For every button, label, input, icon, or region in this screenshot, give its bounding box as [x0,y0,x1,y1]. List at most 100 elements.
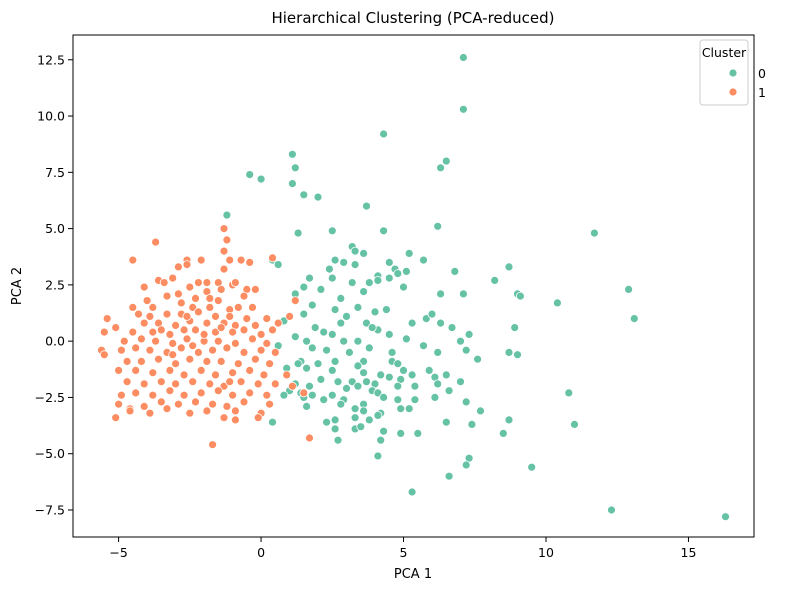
data-point-cluster-1-138 [245,388,255,398]
data-point-cluster-0-17 [327,226,337,236]
data-point-cluster-1-139 [262,390,272,400]
data-point-cluster-0-75 [336,318,346,328]
data-point-cluster-0-179 [424,365,434,375]
data-point-cluster-0-182 [313,359,323,369]
legend: Cluster 0 1 [699,39,766,106]
data-point-cluster-0-134 [373,388,383,398]
data-point-cluster-0-146 [359,406,369,416]
data-point-cluster-0-166 [396,428,406,438]
data-point-cluster-1-115 [228,368,238,378]
data-point-cluster-1-88 [131,343,141,353]
data-point-cluster-0-20 [350,246,360,256]
data-point-cluster-0-104 [376,370,386,380]
data-point-cluster-1-155 [230,406,240,416]
data-point-cluster-0-30 [350,260,360,270]
legend-box [699,39,749,106]
data-point-cluster-0-10 [299,190,309,200]
data-point-cluster-1-11 [245,257,255,267]
data-point-cluster-1-33 [142,296,152,306]
data-point-cluster-0-110 [384,372,394,382]
data-point-cluster-1-160 [230,415,240,425]
y-tick-label: 12.5 [37,52,65,67]
data-point-cluster-1-76 [136,334,146,344]
data-point-cluster-0-2 [379,129,389,139]
data-point-cluster-1-22 [139,282,149,292]
data-point-cluster-0-130 [342,383,351,393]
data-point-cluster-0-28 [273,260,283,270]
data-point-cluster-0-174 [527,462,537,472]
data-point-cluster-0-181 [387,347,397,357]
data-point-cluster-1-152 [162,404,172,414]
data-point-cluster-1-110 [148,368,158,378]
data-point-cluster-1-109 [131,365,141,375]
data-point-cluster-1-127 [253,379,263,389]
data-point-cluster-1-30 [191,293,200,303]
data-point-cluster-1-51 [242,314,252,324]
data-point-cluster-0-142 [564,388,574,398]
data-point-cluster-1-66 [148,327,158,337]
x-tick-label: 0 [257,545,265,560]
points-layer [97,53,730,522]
data-point-cluster-0-80 [384,329,394,339]
data-point-cluster-1-81 [213,336,223,346]
data-point-cluster-0-157 [330,415,340,425]
data-point-cluster-1-72 [239,325,249,335]
data-point-cluster-0-103 [399,365,408,375]
data-point-cluster-1-54 [111,323,121,333]
data-point-cluster-0-33 [450,266,460,276]
data-point-cluster-1-5 [182,260,192,270]
x-tick-label: 10 [538,545,554,560]
data-point-cluster-1-165 [216,323,226,333]
x-axis-title: PCA 1 [394,567,432,582]
data-point-cluster-1-96 [256,345,266,355]
data-point-cluster-1-140 [299,388,309,398]
data-point-cluster-1-10 [196,255,206,265]
data-point-cluster-0-126 [393,381,403,391]
data-point-cluster-0-64 [362,318,371,328]
data-point-cluster-1-18 [202,278,212,288]
data-point-cluster-1-28 [173,289,183,299]
y-tick-label: 2.5 [45,277,65,292]
data-point-cluster-0-39 [327,273,337,283]
data-point-cluster-1-104 [216,356,226,366]
data-point-cluster-1-34 [148,302,158,312]
data-point-cluster-1-132 [148,390,158,400]
data-point-cluster-1-38 [205,302,215,312]
data-point-cluster-1-144 [173,399,183,409]
data-point-cluster-1-8 [236,255,246,265]
data-point-cluster-0-35 [393,269,403,279]
data-point-cluster-0-11 [313,192,323,202]
data-point-cluster-1-35 [128,302,138,312]
data-point-cluster-1-41 [248,302,257,312]
data-point-cluster-0-40 [305,273,314,283]
data-point-cluster-0-83 [339,336,349,346]
data-point-cluster-0-60 [330,305,340,315]
data-point-cluster-1-77 [151,336,161,346]
data-point-cluster-0-59 [370,307,380,317]
data-point-cluster-0-131 [327,390,337,400]
legend-title: Cluster [702,45,747,60]
data-point-cluster-1-74 [268,325,277,335]
data-point-cluster-1-146 [208,399,218,409]
data-point-cluster-0-89 [456,336,465,346]
data-point-cluster-0-79 [327,329,337,339]
data-point-cluster-0-14 [433,221,443,231]
data-point-cluster-1-45 [145,311,155,321]
data-point-cluster-0-177 [607,505,616,515]
data-point-cluster-1-151 [145,408,155,418]
data-point-cluster-1-124 [205,379,215,389]
data-point-cluster-1-130 [117,390,126,400]
y-tick-label: 5.0 [45,221,65,236]
data-point-cluster-0-117 [362,377,371,387]
data-point-cluster-1-44 [134,309,143,319]
data-point-cluster-1-32 [239,291,249,301]
data-point-cluster-0-51 [516,291,525,301]
data-point-cluster-1-114 [211,370,220,380]
data-point-cluster-1-75 [119,336,129,346]
data-point-cluster-1-121 [156,377,166,387]
data-point-cluster-1-147 [222,401,232,411]
data-point-cluster-0-120 [316,374,326,384]
y-tick-label: 0.0 [45,334,65,349]
data-point-cluster-1-43 [102,314,112,324]
